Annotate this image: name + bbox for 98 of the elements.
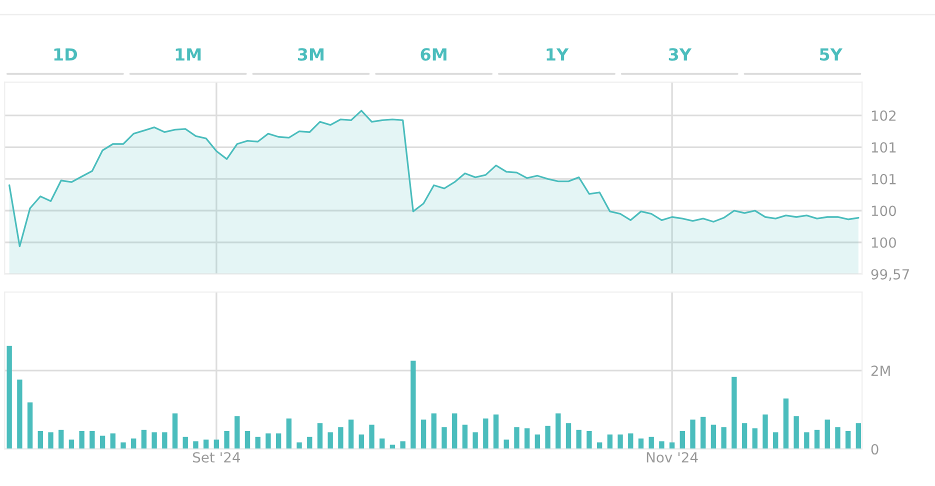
text: 3Y	[668, 48, 692, 61]
y-tick-label: 101	[872, 142, 896, 153]
text: 1M	[176, 48, 201, 60]
bar	[296, 442, 302, 450]
bar	[814, 430, 820, 450]
y-tick-label: 100	[872, 237, 896, 248]
bar	[607, 434, 613, 450]
bar	[214, 440, 220, 450]
bar	[638, 438, 644, 450]
bar	[68, 440, 74, 450]
bar	[794, 416, 799, 450]
bar	[110, 433, 116, 450]
y-tick-label: 99,57	[871, 269, 909, 281]
bar	[483, 418, 488, 450]
bar	[742, 423, 748, 450]
bar	[431, 413, 436, 450]
bar	[120, 442, 126, 450]
bar	[442, 427, 447, 450]
bar	[203, 440, 209, 450]
bar	[556, 413, 561, 450]
bar	[338, 427, 344, 450]
text: 1Y	[546, 48, 569, 60]
bar	[400, 441, 406, 450]
bar	[680, 431, 685, 450]
text: 1D	[54, 48, 78, 60]
bar	[193, 441, 198, 450]
bar	[846, 431, 851, 450]
bar	[6, 346, 12, 450]
bar	[276, 433, 282, 450]
bar	[783, 398, 789, 450]
bar	[618, 434, 623, 450]
bar	[348, 420, 354, 450]
bar	[824, 420, 830, 450]
bar	[835, 427, 840, 450]
bar	[380, 438, 385, 450]
bar	[773, 432, 778, 450]
y-tick-label: 102	[872, 110, 896, 121]
bar	[369, 424, 374, 450]
bar	[182, 436, 188, 450]
bar	[27, 402, 33, 450]
bar	[545, 426, 550, 450]
bar	[504, 440, 509, 450]
text: 3M	[298, 48, 324, 61]
bar	[452, 413, 458, 450]
bar	[721, 427, 726, 450]
bar	[48, 432, 54, 450]
bar	[266, 433, 271, 450]
bar	[534, 434, 540, 450]
bar	[576, 430, 582, 450]
bar	[100, 436, 106, 450]
bar	[244, 431, 250, 450]
bar	[38, 431, 43, 450]
bar	[804, 432, 810, 450]
bar	[514, 427, 520, 450]
y-tick-label: 100	[872, 206, 896, 216]
bar	[141, 430, 147, 450]
bar	[700, 416, 706, 450]
bar	[255, 436, 260, 450]
y-tick-label: 2M	[871, 366, 890, 376]
bar	[472, 432, 478, 450]
bar	[317, 423, 323, 450]
bar	[628, 433, 634, 450]
bar	[732, 376, 737, 450]
bar	[762, 414, 768, 450]
bar	[17, 380, 22, 450]
bar	[856, 423, 862, 450]
bar	[307, 436, 312, 450]
bar	[224, 431, 230, 450]
bar	[58, 430, 64, 450]
bar	[152, 432, 157, 450]
bar	[79, 431, 84, 450]
bar	[566, 423, 572, 450]
text: 6M	[420, 48, 446, 61]
bar	[286, 418, 292, 450]
bar	[710, 424, 716, 450]
bar	[659, 441, 664, 450]
bar	[586, 431, 592, 450]
y-tick-label: 101	[872, 174, 896, 184]
bar	[90, 431, 95, 450]
y-tick-label: 0	[871, 444, 878, 455]
x-tick-label: Set '24	[192, 452, 240, 463]
bar	[462, 424, 468, 450]
bar	[390, 444, 396, 450]
bar	[648, 436, 654, 450]
bar	[524, 428, 530, 450]
bar	[162, 432, 168, 450]
bar	[752, 428, 758, 450]
bar	[410, 360, 416, 450]
bar	[690, 420, 696, 450]
bar	[234, 416, 240, 450]
bar	[328, 432, 333, 450]
text: 5Y	[820, 48, 843, 61]
bar	[172, 413, 178, 450]
x-tick-label: Nov '24	[646, 452, 698, 463]
bar	[358, 434, 364, 450]
bar	[420, 420, 426, 450]
bar	[131, 438, 136, 450]
bar	[493, 414, 499, 450]
